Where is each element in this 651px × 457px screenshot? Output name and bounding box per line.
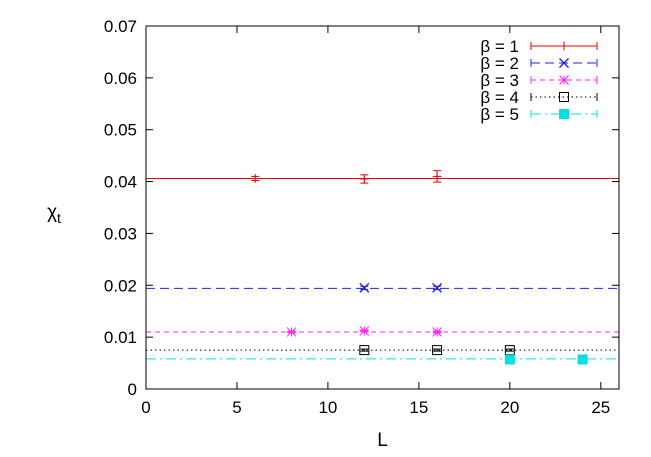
y-tick-label-4: 0.04 [104,173,137,192]
y-tick-label-5: 0.05 [104,121,137,140]
axis-ticks [145,25,619,390]
legend-label-5: β = 5 [480,105,519,124]
legend-marker-5 [559,109,569,119]
open-square-marker [359,345,370,356]
y-axis-label-main: χ [47,202,57,223]
cross-marker [432,282,443,293]
data-point-series-3-1 [286,327,297,337]
data-point-series-1-1 [250,173,260,183]
x-tick-label-5: 25 [591,398,610,417]
x-tick-label-3: 15 [409,398,428,417]
x-axis-label: L [377,430,388,451]
legend-label-4: β = 4 [480,88,519,107]
data-point-series-4-2 [432,345,443,356]
legend-label-2: β = 2 [480,54,519,73]
legend-marker-3 [559,75,569,85]
legend-entry-3: β = 3 [480,71,598,90]
plus-marker [359,174,369,184]
open-square-marker [432,345,443,356]
legend-entry-1: β = 1 [480,37,598,56]
plot-frame [145,25,620,390]
y-axis-label-subscript: t [57,210,61,226]
star-marker [286,327,297,337]
x-tick-label-4: 20 [500,398,519,417]
y-tick-label-0: 0 [128,380,137,399]
y-tick-label-2: 0.02 [104,276,137,295]
plus-marker [250,173,260,183]
legend-entry-2: β = 2 [480,54,598,73]
star-marker [432,327,442,337]
data-point-series-2-2 [432,282,443,293]
legend: β = 1β = 2β = 3β = 4β = 5 [480,37,598,124]
data-point-series-3-3 [432,327,442,337]
fit-lines [146,177,619,360]
y-axis-label: χt [47,202,61,226]
legend-marker-2 [559,58,569,68]
x-tick-label-0: 0 [141,398,150,417]
legend-label-1: β = 1 [480,37,519,56]
legend-entry-5: β = 5 [480,105,598,124]
data-point-series-3-2 [359,326,370,336]
data-point-series-1-3 [432,170,442,183]
x-tick-label-2: 10 [318,398,337,417]
data-point-series-1-2 [359,174,369,184]
legend-label-3: β = 3 [480,71,519,90]
y-tick-label-6: 0.06 [104,69,137,88]
plus-marker [432,171,442,181]
x-tick-label-1: 5 [232,398,241,417]
y-tick-label-1: 0.01 [104,328,137,347]
star-marker [359,326,370,336]
legend-entry-4: β = 4 [480,88,598,107]
filled-square-marker [504,354,515,365]
data-point-series-5-2 [577,354,588,365]
cross-marker [359,282,370,293]
tick-labels: 0 5 10 15 20 25 0 0.01 0.02 0.03 0.04 0.05 0.06 0.07 [104,17,610,417]
legend-marker-1 [559,41,569,51]
data-point-series-4-1 [359,345,370,356]
y-tick-label-7: 0.07 [104,17,137,36]
legend-marker-4 [559,92,569,102]
filled-square-marker [577,354,588,365]
y-tick-label-3: 0.03 [104,224,137,243]
data-point-series-2-1 [359,282,370,293]
data-point-series-5-1 [504,354,515,365]
series-layer [250,170,588,365]
